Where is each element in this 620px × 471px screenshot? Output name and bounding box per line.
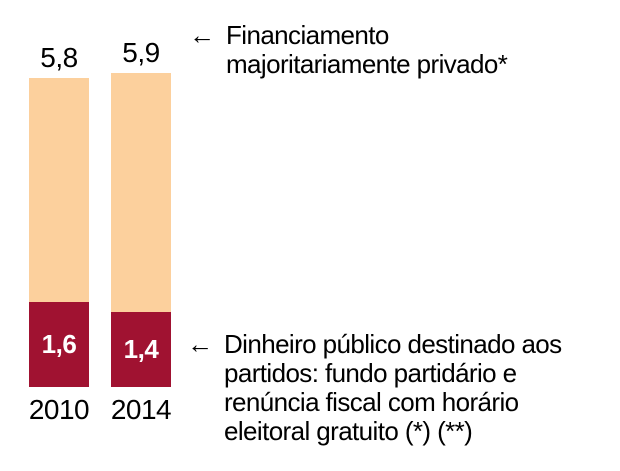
total-value-label-2010: 5,8 — [40, 42, 78, 73]
year-label-2010: 2010 — [28, 394, 90, 425]
public-value-label-2014: 1,4 — [123, 334, 159, 364]
segment-private-2014 — [111, 73, 171, 312]
annotation-private-text: Financiamento majoritariamente privado* — [226, 20, 508, 79]
annotation-public-text: Dinheiro público destinado aos partidos:… — [224, 329, 562, 446]
bar-column-2014: 5,9 1,4 — [111, 38, 171, 387]
public-value-label-2010: 1,6 — [41, 329, 77, 359]
annotation-private-financing: ← Financiamento majoritariamente privado… — [189, 20, 508, 79]
total-value-label-2014: 5,9 — [122, 37, 160, 68]
segment-private-2010 — [29, 78, 89, 302]
bar-2010: 1,6 — [29, 78, 89, 387]
segment-public-2010: 1,6 — [29, 302, 89, 387]
left-arrow-icon: ← — [187, 329, 213, 359]
annotation-public-money: ← Dinheiro público destinado aos partido… — [187, 330, 562, 446]
year-label-2014: 2014 — [110, 394, 172, 425]
bar-2014: 1,4 — [111, 73, 171, 387]
segment-public-2014: 1,4 — [111, 312, 171, 387]
bar-column-2010: 5,8 1,6 — [29, 43, 89, 387]
left-arrow-icon: ← — [189, 20, 215, 50]
